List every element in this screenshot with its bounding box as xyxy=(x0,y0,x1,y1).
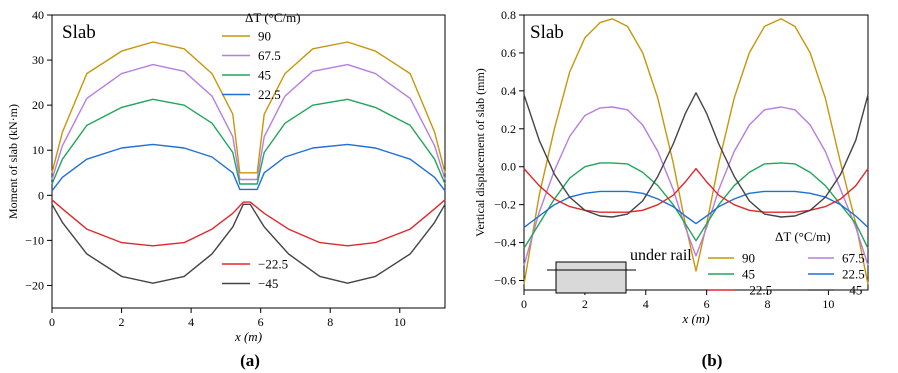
y-tick-label: 0.4 xyxy=(501,84,516,98)
y-tick-label: 20 xyxy=(32,98,44,112)
legend-label: 45 xyxy=(258,68,271,83)
panel-b: 0 2 4 6 8 10 −0.6 −0.4 −0.2 0.0 0.2 0.4 0.6 0.8 x (m) V… xyxy=(473,8,869,370)
y-tick-label: 0.0 xyxy=(501,160,516,174)
series-line xyxy=(523,106,869,266)
x-tick-label: 2 xyxy=(582,297,588,311)
series-line xyxy=(523,162,869,249)
legend-label: 45 xyxy=(742,267,755,282)
x-tick-label: 0 xyxy=(521,297,527,311)
inset-title: Slab xyxy=(62,22,96,43)
x-tick-label: 0 xyxy=(49,315,55,329)
y-tick-label: 0.2 xyxy=(501,122,516,136)
legend-label: −45 xyxy=(842,283,862,298)
y-axis-label: Moment of slab (kN·m) xyxy=(6,104,20,219)
y-tick-label: 0.6 xyxy=(501,46,516,60)
series-line xyxy=(51,98,446,185)
slab-inset-box xyxy=(555,261,627,294)
y-tick-label: 0 xyxy=(38,188,44,202)
series-line xyxy=(51,143,446,192)
legend-label: 90 xyxy=(258,29,271,44)
plot-frame xyxy=(51,14,446,309)
y-tick-label: 40 xyxy=(32,8,44,22)
x-tick-label: 10 xyxy=(822,297,834,311)
panel-label: (a) xyxy=(240,351,260,370)
legend-label: 67.5 xyxy=(842,251,865,266)
y-tick-label: −0.6 xyxy=(494,274,516,288)
x-tick-label: 10 xyxy=(394,315,406,329)
y-axis-label: Vertical displacement of slab (mm) xyxy=(473,68,487,237)
series-line xyxy=(51,63,446,181)
panel-label: (b) xyxy=(702,351,723,370)
x-tick-label: 2 xyxy=(119,315,125,329)
series-line xyxy=(523,92,869,218)
x-axis-label: x (m) xyxy=(234,329,262,344)
y-tick-label: −0.4 xyxy=(494,236,516,250)
legend-title: ΔT (°C/m) xyxy=(245,10,301,25)
x-tick-label: 6 xyxy=(258,315,264,329)
x-tick-label: 4 xyxy=(188,315,194,329)
legend-label: 22.5 xyxy=(258,87,281,102)
legend-label: −22.5 xyxy=(742,283,772,298)
series-line xyxy=(523,18,869,285)
x-axis-label: x (m) xyxy=(681,311,709,326)
y-tick-label: −0.2 xyxy=(494,198,516,212)
series-line xyxy=(523,190,869,228)
legend-label: 90 xyxy=(742,251,755,266)
x-tick-label: 8 xyxy=(327,315,333,329)
y-tick-label: −10 xyxy=(25,233,44,247)
inset-title: Slab xyxy=(530,22,564,43)
legend-label: 67.5 xyxy=(258,48,281,63)
plot-frame xyxy=(523,14,869,291)
x-tick-label: 6 xyxy=(704,297,710,311)
y-tick-label: −20 xyxy=(25,278,44,292)
y-tick-label: 0.8 xyxy=(501,8,516,22)
legend-label: 22.5 xyxy=(842,267,865,282)
series-line xyxy=(51,41,446,174)
legend-label: −45 xyxy=(258,276,278,291)
legend-title: ΔT (°C/m) xyxy=(775,229,831,244)
y-tick-label: 30 xyxy=(32,53,44,67)
legend-label: −22.5 xyxy=(258,257,288,272)
inset-label: under rail xyxy=(630,247,692,264)
x-tick-label: 8 xyxy=(765,297,771,311)
y-tick-label: 10 xyxy=(32,143,44,157)
series-line xyxy=(51,199,446,247)
series-line xyxy=(51,203,446,284)
x-tick-label: 4 xyxy=(643,297,649,311)
panel-a: 0 2 4 6 8 10 −20 −10 0 10 20 30 40 x (m) Moment of sla… xyxy=(6,8,446,370)
